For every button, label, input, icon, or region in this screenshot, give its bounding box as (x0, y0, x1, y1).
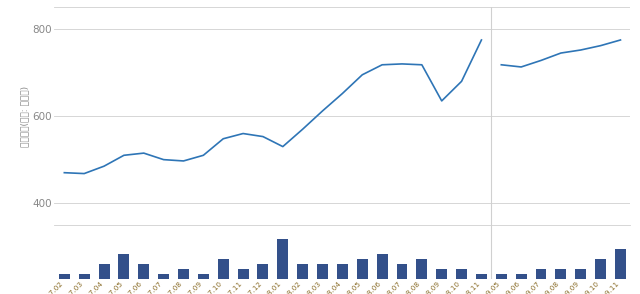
Bar (556, 269, 566, 279)
Bar (456, 269, 467, 279)
Bar (377, 254, 388, 279)
Bar (476, 274, 487, 279)
Bar (615, 249, 626, 279)
Bar (158, 274, 169, 279)
Y-axis label: 거래금액(단위: 백만원): 거래금액(단위: 백만원) (20, 86, 29, 147)
Bar (337, 264, 348, 279)
Bar (595, 259, 606, 279)
Bar (118, 254, 129, 279)
Bar (536, 269, 547, 279)
Bar (496, 274, 507, 279)
Bar (436, 269, 447, 279)
Bar (237, 269, 248, 279)
Bar (138, 264, 149, 279)
Bar (516, 274, 527, 279)
Bar (575, 269, 586, 279)
Bar (218, 259, 228, 279)
Bar (357, 259, 368, 279)
Bar (178, 269, 189, 279)
Bar (198, 274, 209, 279)
Bar (417, 259, 428, 279)
Bar (317, 264, 328, 279)
Bar (99, 264, 109, 279)
Bar (257, 264, 268, 279)
Bar (397, 264, 408, 279)
Bar (59, 274, 70, 279)
Bar (297, 264, 308, 279)
Bar (277, 239, 288, 279)
Bar (79, 274, 90, 279)
